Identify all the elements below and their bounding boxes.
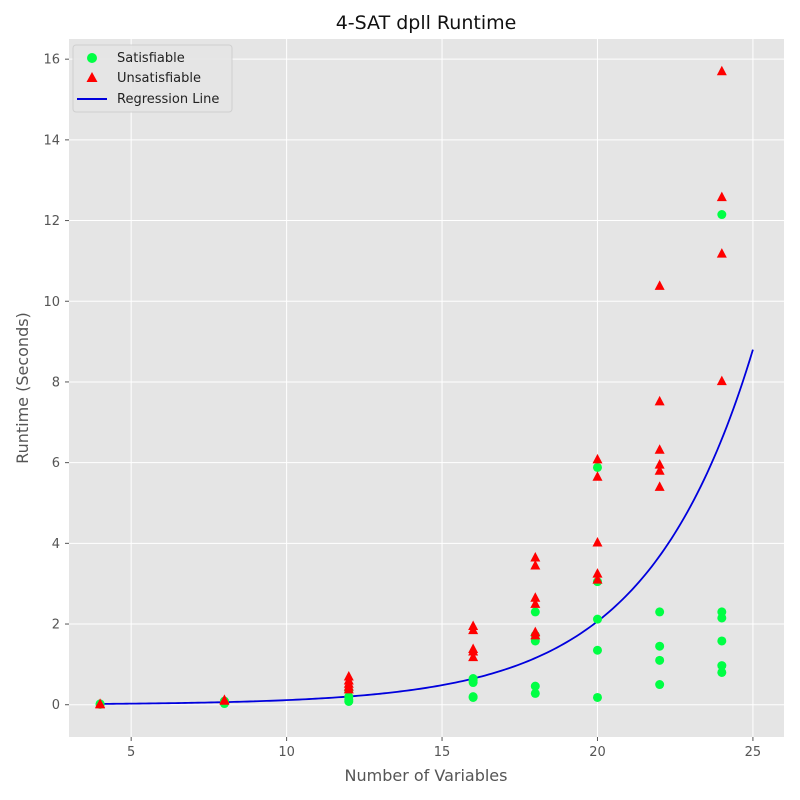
y-tick-label: 16 [43,53,60,68]
unsatisfiable-point [716,65,727,76]
satisfiable-point [530,681,540,691]
satisfiable-point [717,661,727,671]
satisfiable-point [468,673,478,683]
unsatisfiable-point [654,444,665,454]
y-tick-label: 2 [52,618,60,633]
satisfiable-point [530,607,540,617]
unsatisfiable-point [530,592,541,602]
satisfiable-point [717,636,727,646]
y-tick-label: 4 [52,537,60,552]
unsatisfiable-point [468,651,479,662]
legend-box [72,44,233,113]
unsatisfiable-point [716,248,727,258]
satisfiable-point [655,680,665,690]
y-tick-label: 8 [52,375,60,390]
y-tick-label: 6 [52,456,60,471]
unsatisfiable-point [468,620,479,631]
unsatisfiable-point [654,395,665,406]
y-axis-title: Runtime (Seconds) [13,312,32,464]
unsatisfiable-point [716,191,727,202]
legend: Satisfiable Unsatisfiable Regression Lin… [72,44,233,113]
x-tick-label: 10 [278,745,295,760]
satisfiable-point [592,462,602,472]
unsatisfiable-point [530,626,541,637]
y-tick-label: 14 [43,133,60,148]
unsatisfiable-point [716,375,727,386]
points-layer [95,65,727,709]
y-tick-label: 10 [43,295,60,310]
y-tick-label: 12 [43,214,60,229]
unsatisfiable-point [343,670,354,681]
legend-unsatisfiable-label: Unsatisfiable [117,71,201,86]
unsatisfiable-point [95,698,106,708]
x-axis-title: Number of Variables [345,766,508,785]
unsatisfiable-point [592,453,603,464]
unsatisfiable-point [530,560,541,570]
y-tick-label: 0 [52,698,60,713]
satisfiable-point [717,667,727,677]
satisfiable-point [655,607,665,617]
chart-title: 4-SAT dpll Runtime [336,12,517,34]
x-tick-label: 25 [745,745,762,760]
satisfiable-point [655,641,665,651]
unsatisfiable-point [530,598,541,608]
x-tick-label: 15 [434,745,451,760]
unsatisfiable-point [592,537,603,547]
unsatisfiable-point [592,568,603,578]
legend-satisfiable-marker [87,53,97,63]
unsatisfiable-point [468,643,479,654]
satisfiable-point [592,614,602,624]
legend-unsatisfiable-marker [86,72,98,82]
satisfiable-point [717,607,727,617]
ticks: 5 10 15 20 25 0 2 4 6 8 10 12 14 16 [43,53,761,760]
unsatisfiable-point [654,280,665,290]
unsatisfiable-point [654,481,665,491]
plot-area [69,39,784,737]
legend-satisfiable-label: Satisfiable [117,51,185,66]
regression-layer [100,349,754,705]
satisfiable-point [655,655,665,665]
regression-line [100,349,754,705]
satisfiable-point [468,692,478,702]
legend-regression-label: Regression Line [117,92,219,107]
grid [69,39,784,737]
satisfiable-point [717,210,727,220]
satisfiable-point [592,692,602,702]
x-tick-label: 20 [589,745,606,760]
unsatisfiable-point [654,459,665,469]
satisfiable-point [592,645,602,655]
x-tick-label: 5 [127,745,135,760]
unsatisfiable-point [530,551,541,562]
satisfiable-point [530,688,540,698]
unsatisfiable-point [219,694,230,704]
unsatisfiable-point [654,465,665,475]
unsatisfiable-point [592,471,603,481]
unsatisfiable-point [592,574,603,584]
